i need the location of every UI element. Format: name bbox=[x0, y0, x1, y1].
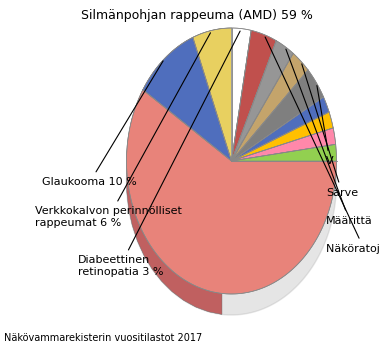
Polygon shape bbox=[193, 28, 232, 58]
Polygon shape bbox=[232, 128, 336, 161]
Polygon shape bbox=[127, 49, 337, 315]
Polygon shape bbox=[232, 41, 293, 161]
Polygon shape bbox=[232, 97, 329, 161]
Polygon shape bbox=[127, 90, 222, 314]
Text: Näkövammarekisterin vuositilastot 2017: Näkövammarekisterin vuositilastot 2017 bbox=[4, 333, 202, 343]
Polygon shape bbox=[143, 37, 232, 161]
Polygon shape bbox=[143, 37, 193, 111]
Polygon shape bbox=[232, 30, 276, 161]
Text: Glaukooma 10 %: Glaukooma 10 % bbox=[42, 61, 163, 187]
Polygon shape bbox=[232, 112, 333, 161]
Text: V: V bbox=[317, 85, 334, 166]
Polygon shape bbox=[127, 90, 337, 294]
Polygon shape bbox=[193, 28, 232, 161]
Polygon shape bbox=[232, 70, 324, 161]
Text: Määrittä: Määrittä bbox=[286, 49, 373, 225]
Polygon shape bbox=[232, 28, 251, 161]
Text: Silmänpohjan rappeuma (AMD) 59 %: Silmänpohjan rappeuma (AMD) 59 % bbox=[81, 9, 313, 22]
Text: Sarve: Sarve bbox=[302, 64, 358, 197]
Polygon shape bbox=[232, 54, 308, 161]
Text: Näköratojen t: Näköratojen t bbox=[265, 37, 379, 253]
Text: Diabeettinen
retinopatia 3 %: Diabeettinen retinopatia 3 % bbox=[77, 31, 240, 277]
Polygon shape bbox=[232, 144, 337, 161]
Text: Verkkokalvon perinnölliset
rappeumat 6 %: Verkkokalvon perinnölliset rappeumat 6 % bbox=[36, 33, 210, 228]
